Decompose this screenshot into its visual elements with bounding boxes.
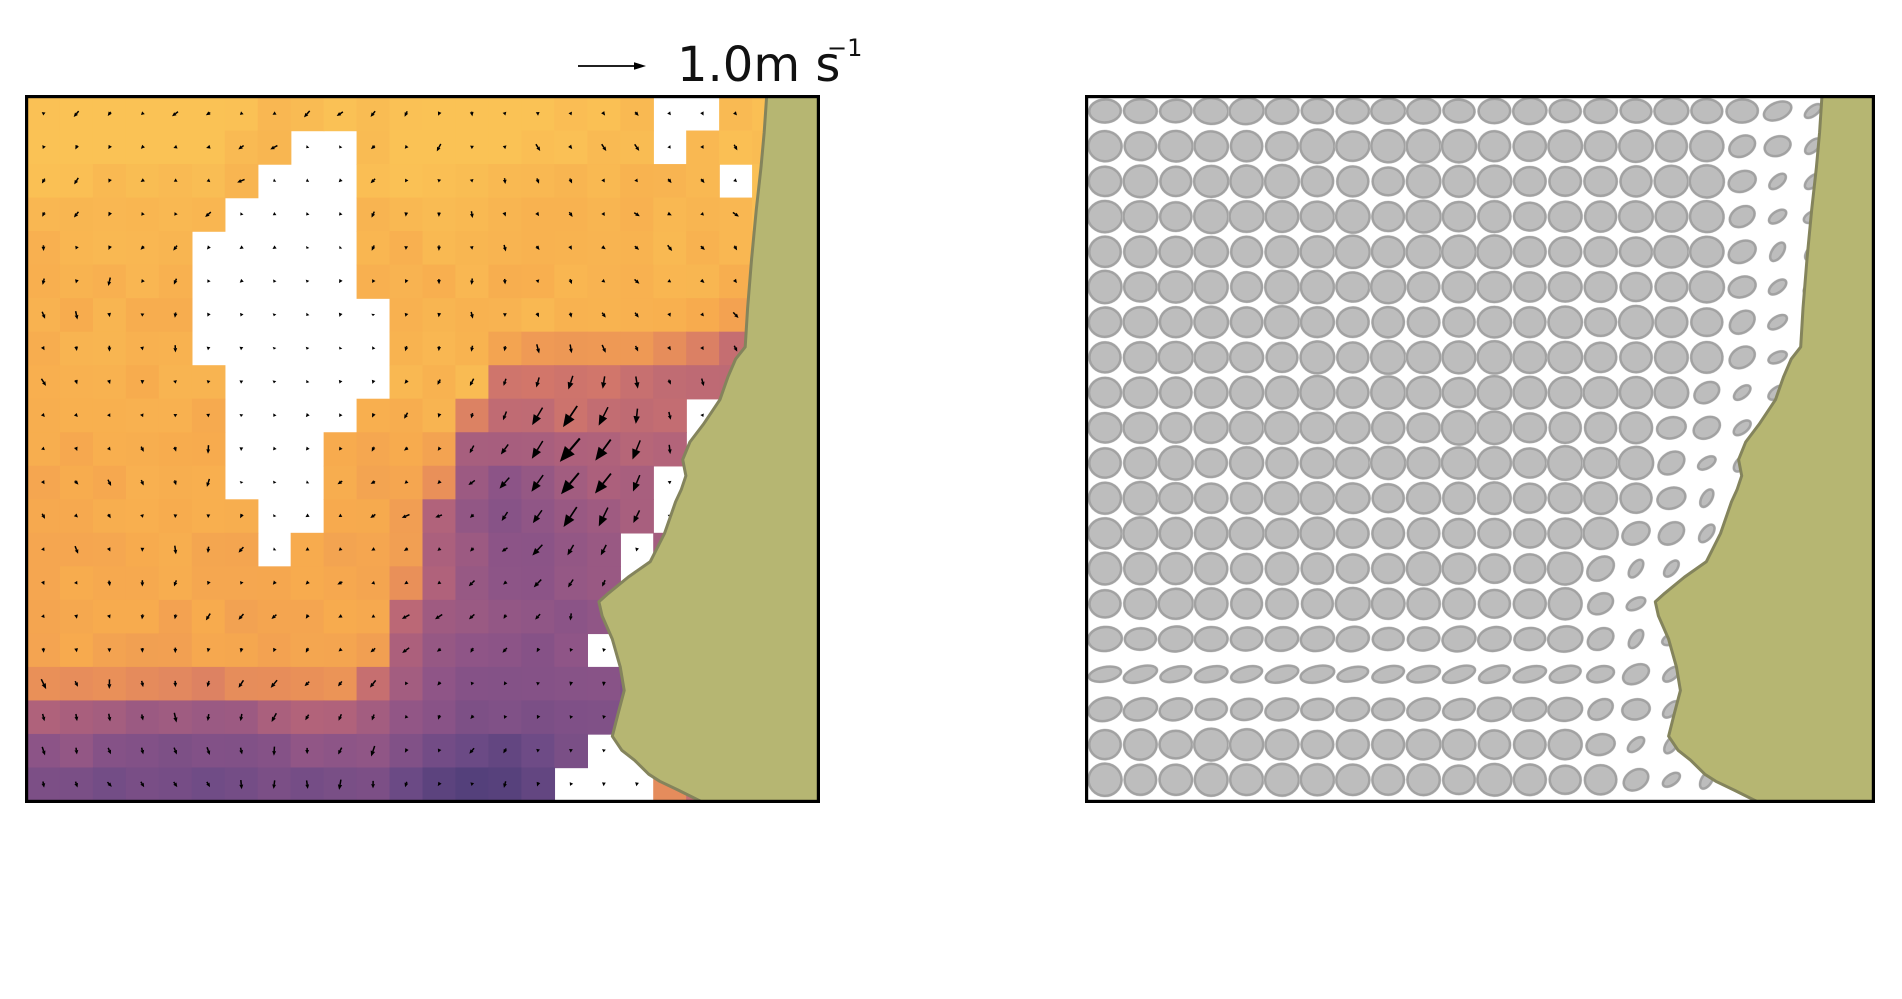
left-panel-border bbox=[25, 94, 820, 803]
quiver-key-exponent: −1 bbox=[827, 34, 862, 62]
right-panel-land bbox=[1653, 97, 1873, 801]
left-panel-land bbox=[597, 97, 818, 801]
quiver-key-label: 1.0m s bbox=[677, 37, 840, 93]
quiver-key-arrow-icon bbox=[578, 62, 646, 70]
quiver-key: 1.0m s −1 bbox=[578, 34, 862, 93]
right-panel-border bbox=[1084, 94, 1875, 803]
